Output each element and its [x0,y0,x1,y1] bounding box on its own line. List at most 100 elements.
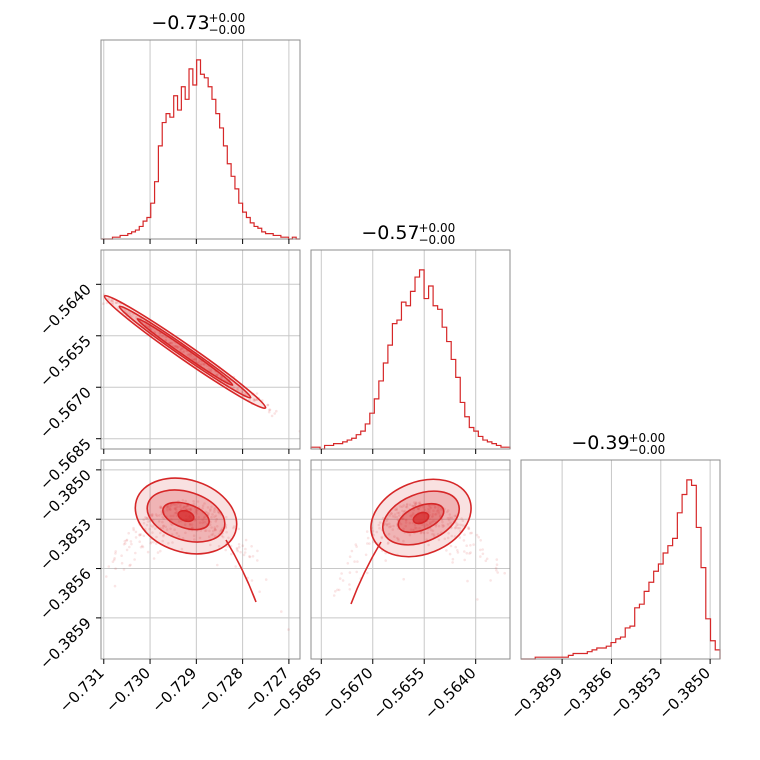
scatter-2-3-point-90 [481,548,485,551]
scatter-1-2-contour-2 [136,317,234,387]
scatter-1-3-point-213 [186,508,190,511]
scatter-1-3-point-11 [214,514,218,518]
scatter-2-3-point-64 [414,503,418,506]
scatter-2-3-point-150 [431,532,434,536]
scatter-1-3-point-180 [235,546,239,550]
scatter-1-3-point-270 [207,512,210,515]
scatter-1-3-point-125 [209,508,212,511]
scatter-1-3-ytick-label-1: −0.3856 [36,565,95,624]
scatter-1-3-point-97 [134,551,137,555]
scatter-2-3-point-249 [454,521,458,525]
scatter-1-2-point-131 [189,354,193,357]
scatter-2-3-point-248 [332,594,336,597]
scatter-1-3-point-100 [214,520,218,523]
scatter-1-3-point-279 [172,514,175,518]
scatter-1-3-point-176 [140,544,144,548]
scatter-1-3-point-62 [182,506,186,509]
scatter-1-2-point-195 [191,355,195,358]
scatter-2-3-point-221 [393,535,396,538]
scatter-2-3-point-146 [391,514,395,518]
scatter-1-3-point-144 [151,531,154,534]
scatter-1-3-point-78 [173,512,177,515]
scatter-2-3-point-238 [422,506,425,509]
scatter-2-3-xtick-label-3: −0.5640 [421,664,480,723]
scatter-2-3-point-167 [432,509,435,512]
scatter-2-3-point-51 [380,535,384,539]
scatter-1-3-point-22 [161,515,164,519]
scatter-1-3-point-169 [213,515,216,519]
scatter-1-2-point-33 [147,325,150,329]
scatter-2-3-point-316 [495,563,499,566]
scatter-2-3-point-283 [426,510,429,513]
scatter-1-2-point-73 [205,364,209,368]
scatter-2-3-point-239 [453,535,457,538]
scatter-1-3-point-284 [198,536,202,540]
scatter-1-3-point-186 [243,551,247,554]
scatter-2-3-point-169 [403,509,407,513]
scatter-1-3-point-140 [202,516,206,520]
scatter-1-3-point-224 [203,502,206,505]
scatter-1-3-point-242 [213,508,216,511]
scatter-2-3-point-313 [476,598,479,601]
scatter-1-2-point-135 [189,352,192,356]
scatter-1-3-point-131 [197,516,200,519]
scatter-1-2-point-175 [170,341,174,345]
scatter-2-3-point-38 [397,511,401,515]
scatter-1-3-point-36 [177,534,181,538]
scatter-2-3-panel: −0.5685−0.5670−0.5655−0.5640 [267,459,511,723]
scatter-1-3-point-295 [139,533,143,536]
scatter-2-3-point-162 [393,515,397,519]
scatter-2-3-point-188 [387,532,391,536]
scatter-1-3-point-2 [192,500,195,503]
scatter-2-3-point-33 [458,536,462,539]
scatter-1-2-point-28 [203,362,206,366]
scatter-1-3-point-231 [175,532,179,535]
scatter-1-3-point-258 [188,507,192,511]
scatter-1-3-point-276 [123,539,127,543]
scatter-2-3-point-50 [411,504,415,508]
scatter-1-2-point-218 [114,301,118,305]
scatter-1-3-point-128 [125,538,129,542]
scatter-1-2-panel: −0.5685−0.5670−0.5655−0.5640 [36,249,301,494]
scatter-2-3-point-151 [430,520,434,524]
scatter-1-3-point-13 [174,503,177,507]
scatter-1-3-point-92 [235,548,239,551]
scatter-1-3-point-255 [198,521,202,524]
scatter-2-3-point-317 [462,539,466,542]
scatter-2-3-point-178 [402,504,406,507]
scatter-1-3-point-222 [244,538,248,542]
scatter-2-3-point-118 [413,526,417,529]
scatter-1-3-point-260 [125,548,129,552]
scatter-1-2-point-99 [197,360,201,364]
scatter-1-3-point-172 [169,527,172,531]
scatter-2-3-point-30 [417,507,420,510]
scatter-1-3-point-20 [124,542,127,545]
scatter-2-3-point-130 [393,513,397,516]
scatter-2-3-point-81 [437,524,441,528]
scatter-2-3-point-92 [353,560,356,563]
scatter-1-3-point-145 [150,514,154,518]
scatter-2-3-point-225 [433,505,437,509]
scatter-2-3-point-107 [458,526,462,530]
scatter-1-2-point-153 [187,353,190,357]
scatter-1-3-contour-wing [225,539,257,603]
scatter-2-3-point-79 [410,515,413,518]
scatter-1-3-point-208 [162,524,166,528]
scatter-2-3-point-203 [412,508,416,512]
scatter-2-3-point-154 [402,539,405,543]
scatter-1-2-point-237 [268,408,272,412]
scatter-2-3-point-172 [467,527,471,530]
scatter-2-3-point-187 [434,525,438,528]
scatter-1-3-point-102 [169,508,172,511]
scatter-1-3-point-135 [205,511,209,514]
scatter-1-3-point-32 [159,506,163,510]
scatter-2-3-point-246 [428,510,431,514]
scatter-2-3-point-13 [371,529,375,533]
scatter-2-3-point-250 [449,521,452,525]
scatter-2-3-point-131 [399,505,402,508]
scatter-2-3-point-25 [469,551,472,554]
scatter-2-3-point-284 [449,544,453,548]
scatter-1-3-point-133 [215,517,218,521]
scatter-2-3-point-22 [409,514,412,518]
scatter-2-3-point-152 [405,505,409,509]
